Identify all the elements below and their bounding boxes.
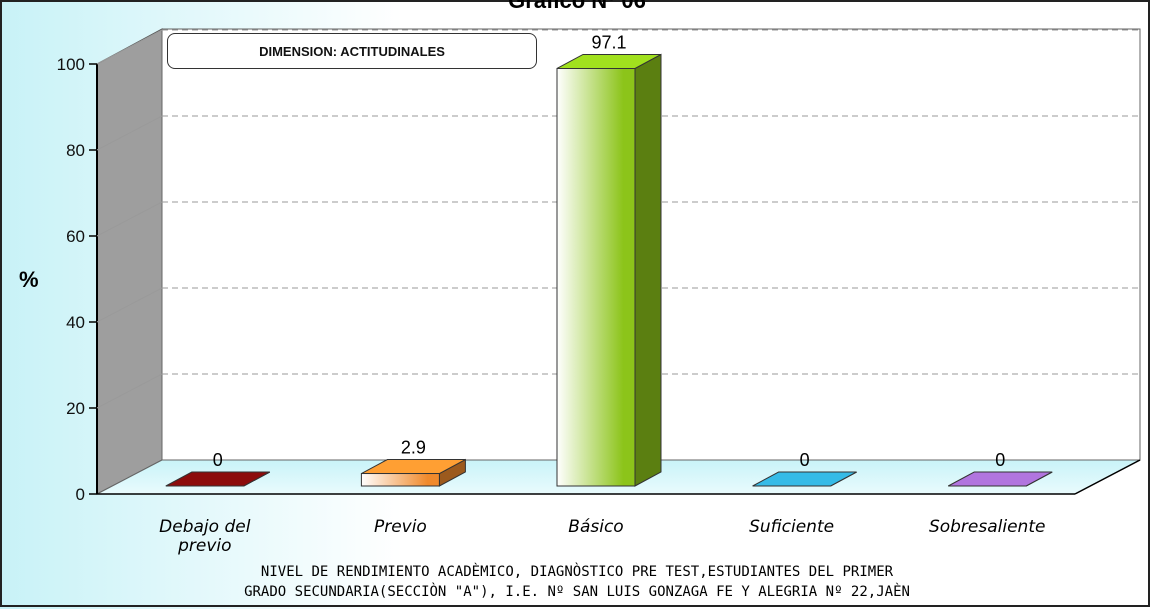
category-label-3: Suficiente <box>749 517 834 537</box>
y-tick-label-3: 60 <box>66 227 85 246</box>
gridline-diag-4 <box>96 115 163 151</box>
left-wall <box>96 28 163 495</box>
value-label-4: 0 <box>995 450 1005 470</box>
chart-title: Gráfico Nº 06 <box>508 0 646 13</box>
y-axis-label: % <box>19 267 39 292</box>
grid-layer <box>96 29 1140 409</box>
x-axis-side <box>1074 459 1141 495</box>
bar-1 <box>360 458 466 487</box>
value-label-0: 0 <box>213 450 223 470</box>
tick-layer: 0 20 40 60 80 100 <box>57 55 97 504</box>
bar-0 <box>165 471 271 487</box>
bar-2 <box>556 53 662 487</box>
bar-top-3 <box>752 471 857 487</box>
category-label-2: Básico <box>568 517 623 537</box>
bar-layer <box>165 53 1053 487</box>
bar-side-2 <box>634 53 662 487</box>
gridline-diag-2 <box>96 287 163 323</box>
bar-4 <box>947 471 1053 487</box>
category-label-0-line-1: Debajo del <box>159 517 251 537</box>
x-axis-label-line-1: NIVEL DE RENDIMIENTO ACADÈMICO, DIAGNÒST… <box>260 564 894 580</box>
y-tick-label-1: 20 <box>66 399 85 418</box>
gridline-diag-1 <box>96 373 163 409</box>
legend-box: DIMENSION: ACTITUDINALES <box>167 33 537 69</box>
y-tick-label-5: 100 <box>57 55 85 74</box>
bar-top-1 <box>361 459 466 475</box>
value-label-3: 0 <box>800 450 810 470</box>
category-label-0-line-2: previo <box>177 536 231 556</box>
category-label-1: Previo <box>374 517 427 537</box>
category-label-4: Sobresaliente <box>929 517 1046 537</box>
gridline-diag-3 <box>96 201 163 237</box>
y-tick-label-4: 80 <box>66 141 85 160</box>
bar-3 <box>752 471 857 487</box>
value-label-1: 2.9 <box>401 438 426 458</box>
x-axis-label-line-2: GRADO SECUNDARIA(SECCIÒN "A"), I.E. Nº S… <box>244 584 910 600</box>
bar-top-0 <box>165 471 271 487</box>
bar-front-1 <box>360 473 440 487</box>
bar-top-2 <box>556 53 662 69</box>
gridline-diag-5 <box>96 29 163 65</box>
legend-text: DIMENSION: ACTITUDINALES <box>259 43 445 59</box>
x-axis-label: NIVEL DE RENDIMIENTO ACADÈMICO, DIAGNÒST… <box>2 562 1150 602</box>
y-tick-label-0: 0 <box>76 485 85 504</box>
bar-front-2 <box>556 67 636 487</box>
bar-top-4 <box>947 471 1053 487</box>
value-label-2: 97.1 <box>591 32 626 52</box>
y-tick-label-2: 40 <box>66 313 85 332</box>
